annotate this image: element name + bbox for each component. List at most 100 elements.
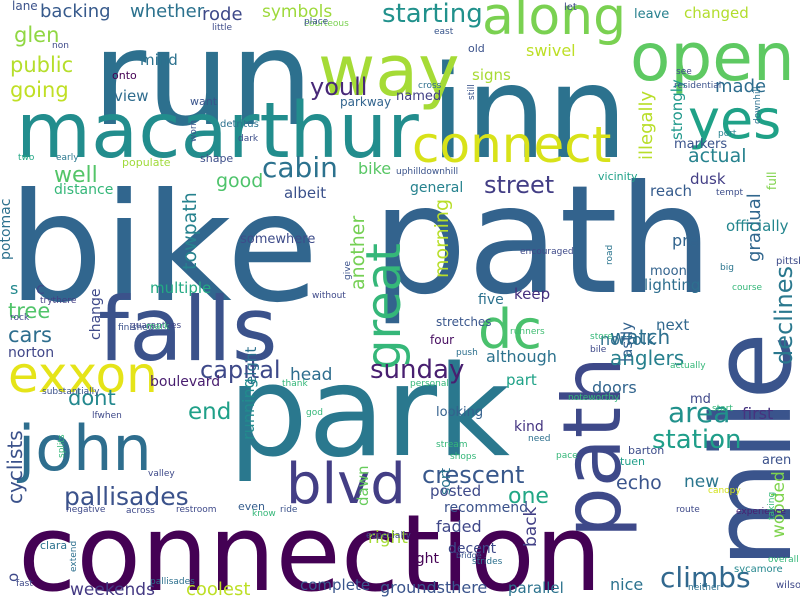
cloud-word: backing xyxy=(40,1,111,22)
cloud-word: nice xyxy=(610,575,643,594)
cloud-word: sycamore xyxy=(734,564,783,575)
cloud-word: swivel xyxy=(526,41,576,60)
cloud-word: populate xyxy=(122,156,171,169)
cloud-word: well xyxy=(54,163,98,188)
cloud-word: faded xyxy=(436,517,482,536)
cloud-word: guarantees xyxy=(130,321,181,331)
cloud-word: norfolk xyxy=(600,330,656,349)
cloud-word: cross xyxy=(418,81,442,91)
cloud-word: pallisades xyxy=(150,577,195,587)
cloud-word: eight xyxy=(242,347,260,385)
cloud-word: port xyxy=(718,129,737,139)
cloud-word: lastly xyxy=(618,322,636,362)
cloud-word: see xyxy=(676,67,692,77)
cloud-word: extend xyxy=(69,541,79,572)
cloud-word: cabin xyxy=(262,151,338,184)
cloud-word: stretches xyxy=(436,315,492,329)
cloud-word: change xyxy=(88,288,104,340)
cloud-word: sort xyxy=(438,467,454,495)
cloud-word: recommend xyxy=(444,500,528,516)
cloud-word: anglers xyxy=(610,346,684,370)
cloud-word: place xyxy=(304,17,329,27)
cloud-word: youll xyxy=(310,73,367,101)
cloud-word: posted xyxy=(430,482,481,500)
cloud-word: actual xyxy=(688,145,747,167)
cloud-word: s xyxy=(10,279,18,298)
cloud-word: onto xyxy=(112,69,137,82)
cloud-word: crescent xyxy=(422,461,524,489)
cloud-word: end xyxy=(188,399,231,425)
cloud-word: restroom xyxy=(176,505,217,515)
cloud-word: worn xyxy=(189,120,199,142)
cloud-word: markers xyxy=(674,137,727,152)
cloud-word: dark xyxy=(238,134,259,144)
cloud-word: want xyxy=(190,95,218,108)
cloud-word: whether xyxy=(130,1,205,22)
cloud-word: mind xyxy=(140,51,178,69)
cloud-word: early xyxy=(56,153,79,163)
cloud-word: norton xyxy=(8,345,54,361)
cloud-word: along xyxy=(482,0,626,47)
cloud-word: wooded xyxy=(769,471,789,538)
cloud-word: valley xyxy=(148,469,175,479)
cloud-word: dc xyxy=(478,298,542,361)
cloud-word: mark xyxy=(146,322,170,332)
cloud-word: run xyxy=(92,2,314,156)
cloud-word: lane xyxy=(12,0,38,13)
cloud-word: bike xyxy=(8,162,319,336)
cloud-word: falls xyxy=(98,278,278,381)
cloud-word: personal xyxy=(410,379,449,389)
cloud-word: park xyxy=(228,338,510,485)
cloud-word: although xyxy=(486,347,557,366)
cloud-word: strongly xyxy=(668,79,686,140)
cloud-word: actually xyxy=(670,361,706,371)
cloud-word: changed xyxy=(684,4,749,22)
cloud-word: exxon xyxy=(8,346,158,404)
cloud-word: store xyxy=(590,332,613,342)
cloud-word: shops xyxy=(450,452,477,462)
cloud-word: need xyxy=(528,434,551,444)
cloud-word: climbs xyxy=(660,561,751,594)
cloud-word: station xyxy=(652,425,741,455)
cloud-word: new xyxy=(684,472,719,492)
cloud-word: connection xyxy=(18,492,602,600)
cloud-word: macarthur xyxy=(16,87,419,176)
cloud-word: push xyxy=(456,348,478,358)
cloud-word: c xyxy=(36,279,45,298)
cloud-word: uphilldownhill xyxy=(396,167,458,177)
cloud-word: pallisades xyxy=(64,482,189,511)
cloud-word: thank xyxy=(282,379,308,389)
cloud-word: ride xyxy=(280,505,298,515)
cloud-word: keep xyxy=(514,285,550,303)
cloud-word: full xyxy=(765,172,779,191)
cloud-word: still xyxy=(467,84,477,100)
cloud-word: light xyxy=(408,551,440,567)
cloud-word: big xyxy=(720,263,734,273)
cloud-word: morning xyxy=(431,199,453,278)
cloud-word: street xyxy=(484,171,554,199)
cloud-word: aren xyxy=(762,453,791,468)
cloud-word: rock xyxy=(10,313,30,323)
cloud-word: downhill xyxy=(753,87,763,125)
cloud-word: know xyxy=(252,509,276,519)
cloud-word: gradual xyxy=(744,193,765,262)
cloud-word: echo xyxy=(616,472,662,494)
cloud-word: bike xyxy=(358,159,391,178)
cloud-word: boulevard xyxy=(150,374,220,390)
cloud-word: trythere xyxy=(40,296,77,306)
cloud-word: way xyxy=(318,30,460,112)
cloud-word: negative xyxy=(66,505,106,515)
cloud-word: splits xyxy=(57,434,67,458)
cloud-word: clara xyxy=(40,539,67,552)
cloud-word: another xyxy=(347,216,369,290)
cloud-word: bile xyxy=(590,345,607,355)
cloud-word: overall xyxy=(768,555,799,565)
cloud-word: looking xyxy=(436,405,483,420)
cloud-word: especially xyxy=(366,531,411,541)
cloud-word: declines xyxy=(770,266,798,365)
cloud-word: dont xyxy=(68,386,116,410)
cloud-word: glen xyxy=(14,23,59,47)
cloud-word: fast xyxy=(16,579,33,589)
